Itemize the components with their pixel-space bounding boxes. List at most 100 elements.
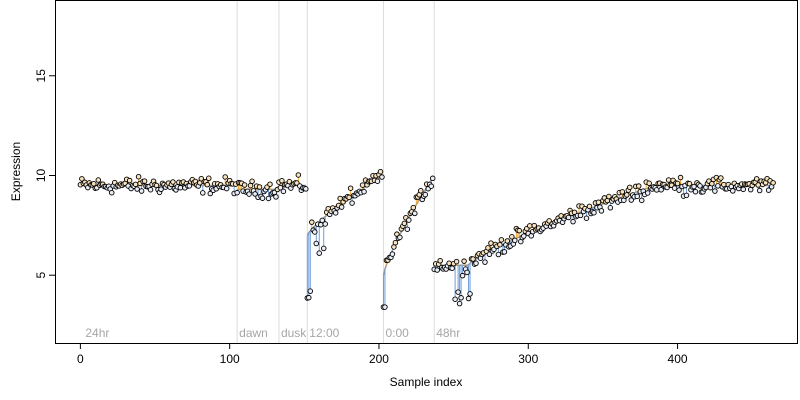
y-axis: 5 10 15 [34, 69, 55, 279]
data-point [470, 256, 476, 262]
data-point [509, 234, 515, 240]
data-point [482, 259, 488, 265]
data-point [200, 190, 206, 196]
data-point [465, 295, 472, 302]
data-point [204, 181, 211, 188]
x-tick-label: 200 [369, 352, 389, 366]
data-point [259, 195, 266, 201]
data-point [504, 238, 511, 244]
data-point [459, 272, 466, 279]
data-point [404, 226, 411, 232]
data-points [77, 168, 776, 310]
data-point [619, 189, 626, 195]
data-point [429, 175, 436, 182]
data-point [246, 191, 252, 197]
data-point [177, 184, 184, 191]
data-point [565, 214, 572, 221]
data-point [222, 174, 228, 180]
data-point [134, 186, 140, 192]
data-point [295, 172, 302, 178]
data-point [697, 183, 703, 189]
data-point [676, 187, 682, 193]
data-point [756, 187, 763, 194]
data-point [338, 204, 345, 210]
data-point [653, 187, 660, 193]
data-point [595, 199, 602, 205]
phase-label: dawn [239, 326, 268, 340]
data-point [671, 185, 678, 191]
data-point [141, 178, 148, 184]
data-point [674, 180, 681, 187]
plot-frame [55, 0, 798, 344]
data-point [332, 210, 339, 216]
data-point [527, 223, 533, 229]
data-point [392, 239, 399, 246]
data-point [306, 294, 312, 301]
data-point [461, 258, 467, 264]
data-point [389, 251, 396, 257]
data-point [267, 181, 273, 187]
data-point [446, 260, 452, 266]
data-point [455, 289, 461, 295]
x-axis: 0 100 200 300 400 [77, 343, 688, 366]
x-tick-label: 0 [77, 352, 84, 366]
data-point [361, 188, 367, 195]
data-point [206, 175, 212, 182]
fitted-lines [80, 175, 774, 276]
data-point [718, 175, 724, 181]
data-point [501, 249, 508, 255]
data-point [207, 190, 214, 197]
data-point [486, 251, 493, 258]
data-point [730, 188, 736, 194]
data-point [449, 265, 455, 271]
data-point [635, 183, 642, 189]
data-point [521, 233, 527, 239]
data-point [303, 186, 309, 192]
data-point [234, 189, 240, 196]
data-point [488, 240, 494, 246]
data-point [512, 237, 518, 244]
data-point [624, 192, 630, 198]
data-point [658, 187, 664, 193]
data-point [428, 183, 434, 189]
data-point [712, 188, 718, 194]
data-point [452, 296, 458, 302]
data-point [456, 300, 463, 307]
data-point [516, 227, 523, 234]
data-point [322, 221, 328, 227]
data-point [646, 180, 652, 187]
data-point [307, 288, 314, 294]
data-point [377, 168, 384, 175]
data-point [677, 174, 684, 181]
data-point [627, 184, 633, 191]
data-point [249, 178, 255, 185]
data-point [458, 295, 464, 301]
data-point [265, 195, 272, 202]
data-point [132, 181, 139, 188]
data-point [753, 176, 760, 182]
data-point [147, 186, 154, 193]
y-tick-label: 15 [34, 69, 48, 83]
data-point [683, 192, 690, 199]
data-point [349, 200, 355, 206]
data-point [495, 251, 502, 258]
residual-lines [79, 171, 774, 308]
data-point [770, 180, 776, 186]
data-point [740, 186, 747, 193]
data-point [126, 177, 133, 184]
data-point [309, 219, 315, 225]
data-point [765, 187, 772, 193]
data-point [138, 188, 145, 194]
data-point [570, 218, 576, 225]
data-point [319, 217, 325, 224]
data-point [644, 190, 651, 196]
data-point [95, 177, 102, 183]
data-point [273, 194, 279, 200]
data-point [320, 245, 327, 252]
data-point [223, 185, 230, 192]
data-point [256, 184, 263, 190]
data-point [418, 187, 424, 194]
data-point [91, 180, 97, 187]
data-point [347, 185, 354, 191]
